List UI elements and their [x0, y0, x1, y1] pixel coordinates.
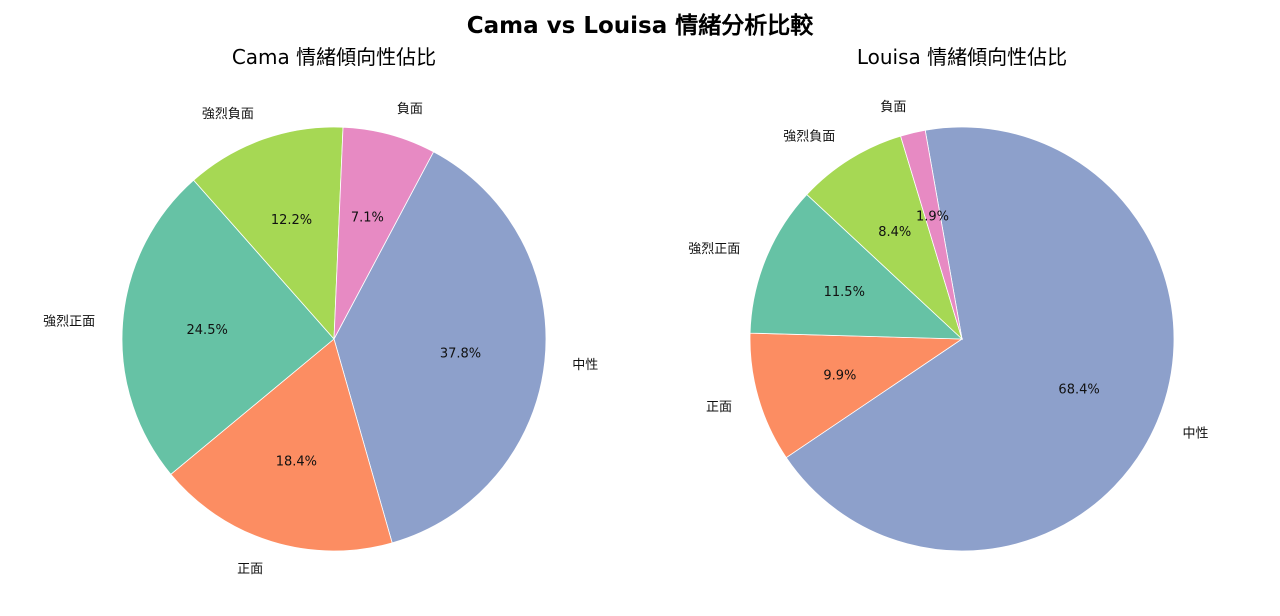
- slice-percentage: 24.5%: [187, 323, 228, 338]
- pie-slice: [749, 332, 964, 459]
- pie-title: Louisa 情緒傾向性佔比: [857, 45, 1067, 69]
- pie-slice: [749, 193, 964, 340]
- slice-label: 正面: [706, 400, 732, 415]
- slice-label: 中性: [1183, 427, 1209, 442]
- pie-chart-2: Louisa 情緒傾向性佔比 68.4% 中性 9.9% 正面 11.5% 強烈正面 8.4%…: [688, 45, 1209, 552]
- slice-label: 強烈負面: [783, 130, 835, 145]
- slice-percentage: 1.9%: [916, 209, 949, 224]
- slice-percentage: 7.1%: [351, 210, 384, 225]
- slice-percentage: 18.4%: [276, 455, 317, 470]
- slice-percentage: 9.9%: [823, 369, 856, 384]
- pie-slice: [333, 126, 435, 340]
- pie-slice: [170, 338, 393, 552]
- slice-percentage: 37.8%: [440, 346, 481, 361]
- pie-slice: [900, 129, 963, 340]
- pie-slice: [193, 126, 344, 341]
- slice-label: 負面: [397, 102, 423, 117]
- pie-slice: [806, 135, 963, 341]
- figure-title: Cama vs Louisa 情緒分析比較: [466, 13, 814, 39]
- slice-label: 負面: [880, 100, 906, 115]
- slice-percentage: 12.2%: [271, 213, 312, 228]
- slice-label: 強烈負面: [202, 107, 254, 122]
- pie-slice: [121, 179, 335, 475]
- pie-title: Cama 情緒傾向性佔比: [232, 45, 436, 69]
- slice-label: 強烈正面: [43, 315, 95, 330]
- slice-percentage: 68.4%: [1058, 383, 1099, 398]
- pie-chart-1: Cama 情緒傾向性佔比 37.8% 中性 18.4% 正面 24.5% 強烈正面 12.2%…: [43, 45, 598, 577]
- pie-slice: [333, 151, 547, 544]
- slice-label: 中性: [572, 358, 598, 373]
- slice-label: 強烈正面: [688, 242, 740, 257]
- slice-percentage: 8.4%: [878, 225, 911, 240]
- pie-slice: [785, 126, 1175, 552]
- slice-percentage: 11.5%: [824, 285, 865, 300]
- slice-label: 正面: [237, 562, 263, 577]
